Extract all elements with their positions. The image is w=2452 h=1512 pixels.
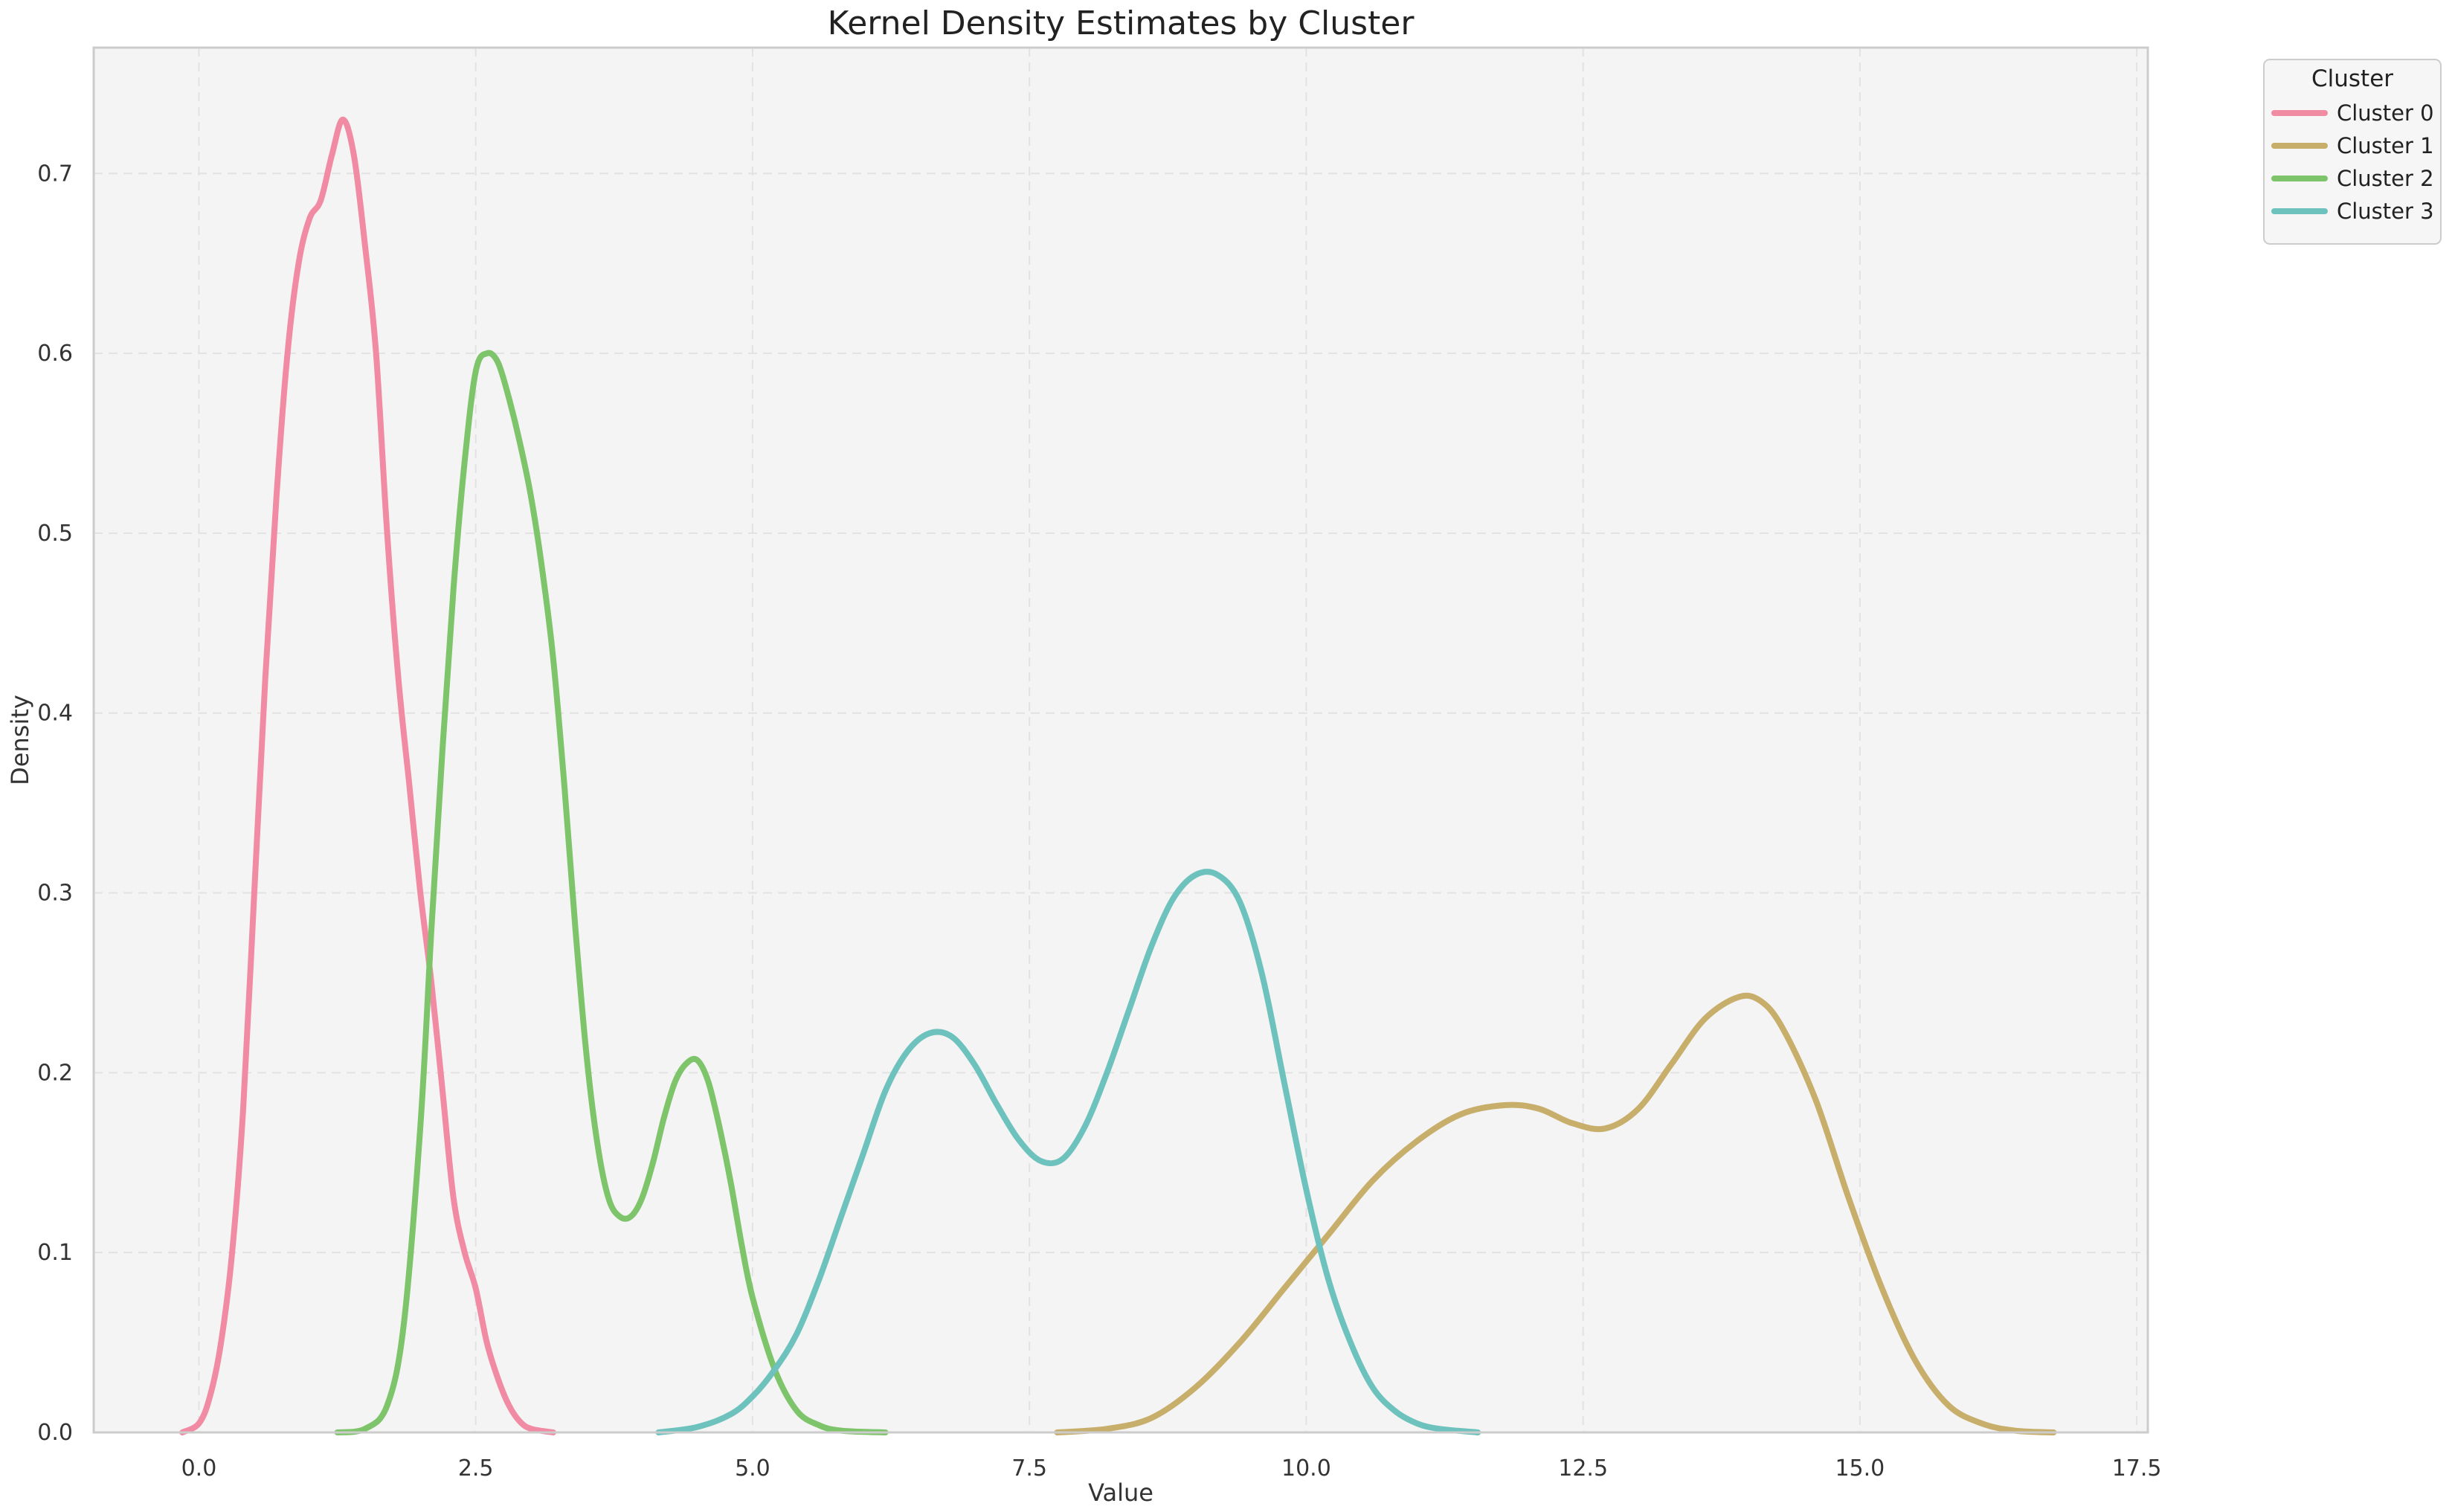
legend-box	[2263, 59, 2442, 245]
x-tick-label: 17.5	[2112, 1455, 2162, 1482]
x-tick-label: 12.5	[1558, 1455, 1608, 1482]
legend-label: Cluster 2	[2337, 166, 2434, 191]
y-tick-label: 0.1	[37, 1240, 73, 1266]
y-tick-label: 0.5	[37, 521, 73, 547]
x-tick-label: 10.0	[1281, 1455, 1331, 1482]
x-axis: 0.0 2.5 5.0 7.5 10.0 12.5 15.0 17.5	[181, 1455, 2162, 1482]
y-axis: 0.0 0.1 0.2 0.3 0.4 0.5 0.6 0.7	[37, 161, 73, 1446]
x-tick-label: 2.5	[458, 1455, 494, 1482]
x-tick-label: 0.0	[181, 1455, 217, 1482]
y-tick-label: 0.2	[37, 1060, 73, 1086]
legend-label: Cluster 1	[2337, 133, 2434, 158]
plot-area	[94, 48, 2148, 1432]
series-line-cluster-0	[179, 116, 556, 1435]
legend-label: Cluster 3	[2337, 199, 2434, 224]
legend-label: Cluster 0	[2337, 100, 2434, 126]
legend-items: Cluster 0 Cluster 1 Cluster 2 Cluster 3	[2271, 100, 2434, 224]
series-line-cluster-3	[655, 869, 1481, 1435]
series-lines	[179, 116, 2057, 1435]
plot-frame	[92, 46, 2149, 1434]
legend-title: Cluster	[2311, 65, 2393, 92]
x-tick-label: 5.0	[735, 1455, 770, 1482]
y-tick-label: 0.7	[37, 161, 73, 187]
y-tick-label: 0.0	[37, 1420, 73, 1446]
x-tick-label: 7.5	[1011, 1455, 1047, 1482]
series-line-cluster-1	[1054, 992, 2057, 1435]
y-axis-label: Density	[6, 695, 34, 785]
chart-title: Kernel Density Estimates by Cluster	[828, 4, 1415, 42]
y-tick-label: 0.3	[37, 881, 73, 907]
y-tick-label: 0.4	[37, 701, 73, 727]
x-axis-label: Value	[1088, 1479, 1153, 1507]
x-tick-label: 15.0	[1835, 1455, 1885, 1482]
series-line-cluster-2	[334, 350, 889, 1435]
y-tick-label: 0.6	[37, 341, 73, 367]
